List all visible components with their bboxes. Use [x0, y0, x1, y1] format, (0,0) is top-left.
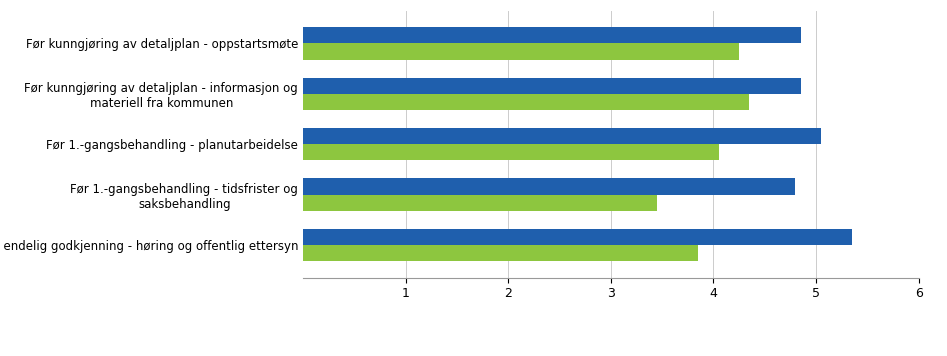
Bar [303, 43, 739, 59]
Bar [303, 128, 821, 144]
Bar [303, 144, 719, 160]
Bar [303, 195, 657, 211]
Bar [303, 178, 795, 195]
Bar [303, 94, 749, 110]
Bar [303, 27, 800, 43]
Bar [303, 245, 698, 261]
Bar [303, 78, 800, 94]
Bar [303, 229, 852, 245]
